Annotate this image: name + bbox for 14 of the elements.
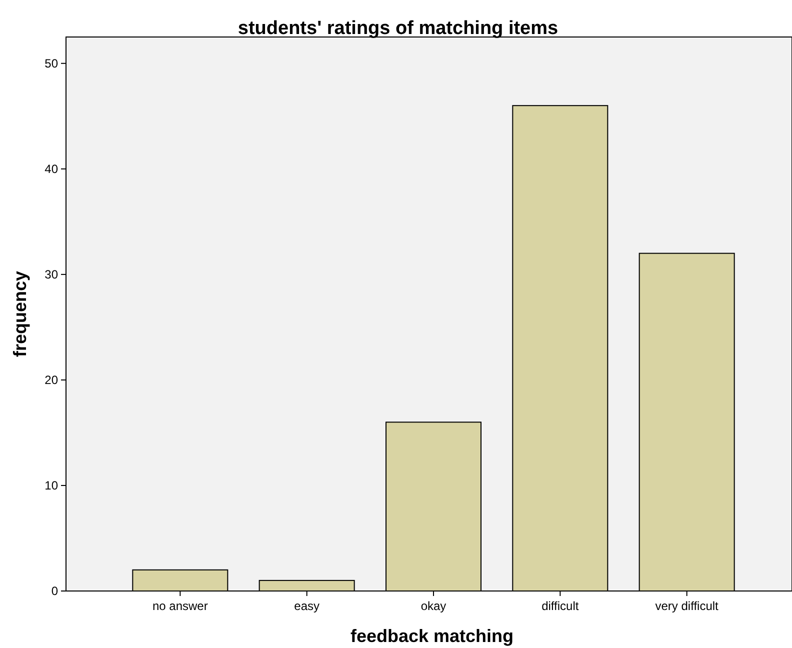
y-tick-label: 20 [44,373,58,388]
x-axis-title: feedback matching [350,626,514,646]
y-tick-label: 10 [44,478,58,493]
x-tick-label: very difficult [655,599,720,613]
x-tick-label: no answer [152,599,208,613]
y-tick-label: 50 [44,56,58,71]
chart-title: students' ratings of matching items [238,18,558,39]
x-tick-label: okay [420,599,446,613]
y-tick-label: 30 [44,268,58,282]
y-tick-label: 0 [51,584,58,598]
x-tick-label: easy [294,599,320,613]
x-tick-label: difficult [542,599,580,613]
y-tick-label: 40 [44,162,58,176]
y-axis-title: frequency [10,270,30,358]
